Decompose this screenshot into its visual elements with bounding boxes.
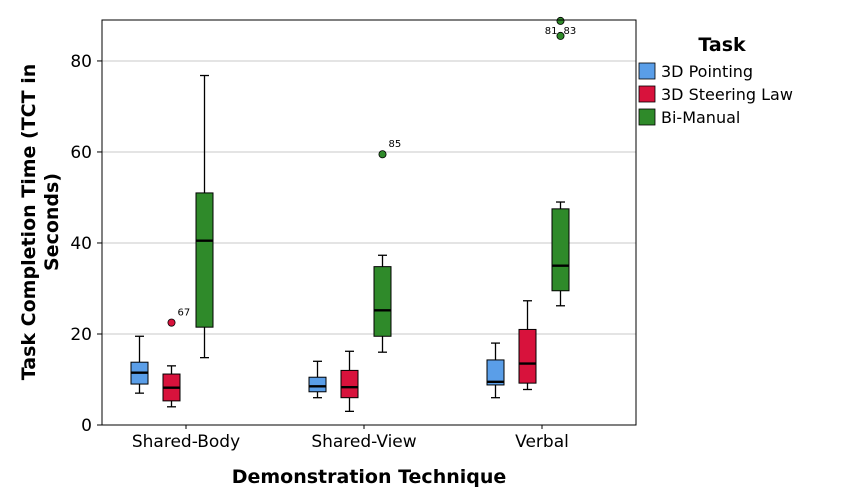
iqr-box [518,328,537,384]
iqr-box [340,369,359,399]
box-1-2 [518,300,537,391]
outlier-point [167,318,176,327]
box-2-1: 85 [373,139,402,353]
outlier-label: 85 [389,139,402,150]
box-2-2: 81 83 [545,16,577,307]
x-tick-labels: Shared-Body Shared-View Verbal [132,425,569,452]
box-0-0 [130,335,149,394]
outlier-point [556,31,565,40]
outlier-point [378,150,387,159]
x-tick-label: Shared-View [311,432,416,452]
box-0-1 [308,360,327,399]
outlier-label: 81 [545,26,558,37]
y-axis-title-line1: Task Completion Time (TCT in [18,64,40,380]
x-axis-title: Demonstration Technique [232,466,507,488]
y-tick-labels: 0 20 40 60 80 [70,52,102,436]
iqr-box [195,192,214,328]
y-tick-label: 0 [81,416,92,436]
x-tick-label: Shared-Body [132,432,240,452]
boxes: 67 85 81 83 [130,16,577,412]
legend-swatch [638,62,656,80]
iqr-box [486,359,505,386]
legend-swatch [638,108,656,126]
legend-label: Bi-Manual [661,108,740,127]
plot-frame [101,19,637,426]
iqr-box [308,376,327,393]
box-2-0 [195,74,214,359]
iqr-box [373,266,392,337]
legend: Task 3D Pointing 3D Steering Law Bi-Manual [638,34,793,127]
x-tick-label: Verbal [515,432,569,452]
y-tick-label: 60 [70,143,92,163]
y-tick-label: 40 [70,234,92,254]
y-tick-label: 20 [70,325,92,345]
outlier-label: 83 [564,26,577,37]
y-tick-label: 80 [70,52,92,72]
outlier-point [556,16,565,25]
outlier-label: 67 [178,308,191,319]
box-0-2 [486,342,505,399]
legend-label: 3D Pointing [661,62,753,81]
box-1-1 [340,350,359,412]
iqr-box [551,208,570,292]
legend-swatch [638,85,656,103]
legend-label: 3D Steering Law [661,85,793,104]
box-1-0: 67 [162,308,191,408]
legend-title: Task [698,34,746,56]
y-axis-title-line2: Seconds) [41,173,63,271]
